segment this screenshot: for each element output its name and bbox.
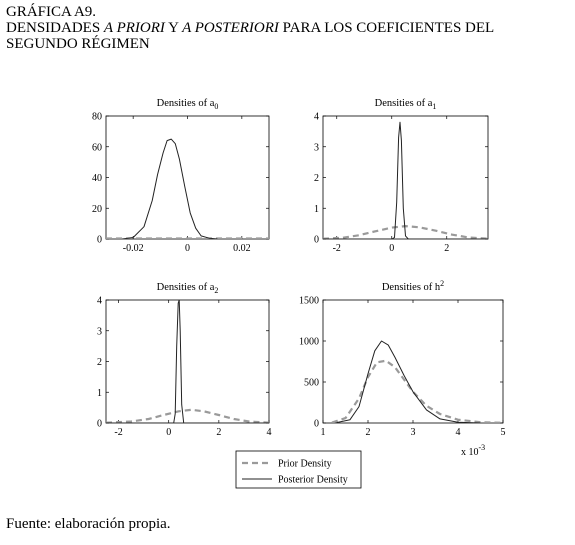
legend-label: Prior Density — [278, 459, 332, 470]
figure-subtitle-part: PARA LOS COEFICIENTES DEL — [278, 20, 495, 36]
figure-subtitle-line2: SEGUNDO RÉGIMEN — [6, 36, 150, 52]
legend-box — [235, 450, 362, 489]
x-tick-label: 2 — [444, 243, 449, 254]
figure-subtitle-part: A PRIORI — [103, 20, 165, 36]
figure-header: GRÁFICA A9. DENSIDADES A PRIORI Y A POST… — [6, 4, 494, 52]
y-tick-label: 60 — [92, 142, 102, 153]
x-tick-label: -0.02 — [123, 243, 144, 254]
plot-frame — [105, 115, 270, 240]
posterior-density-line — [336, 340, 481, 423]
chart-panel: -2 0 2 4 0 1 2 3 4 Densities of a2 — [97, 282, 272, 438]
x-tick-label: 5 — [501, 427, 506, 438]
posterior-density-line — [122, 138, 218, 239]
figure-label: GRÁFICA A9. — [6, 4, 97, 20]
plot-frame — [105, 299, 270, 424]
y-tick-label: 2 — [97, 357, 102, 368]
legend: Prior Density Posterior Density — [235, 450, 362, 489]
chart-title: Densities of h2 — [382, 279, 444, 293]
figure-subtitle-part: Y — [164, 20, 183, 36]
y-tick-label: 1500 — [299, 296, 319, 307]
y-tick-label: 20 — [92, 204, 102, 215]
x-tick-label: 0.02 — [233, 243, 251, 254]
x-tick-label: 4 — [456, 427, 461, 438]
chart-title: Densities of a2 — [157, 282, 219, 295]
y-tick-label: 3 — [314, 142, 319, 153]
x-tick-label: 2 — [216, 427, 221, 438]
posterior-density-line — [106, 300, 269, 423]
figure-subtitle: DENSIDADES A PRIORI Y A POSTERIORI PARA … — [6, 20, 494, 36]
figure-subtitle-part: A POSTERIORI — [182, 20, 279, 36]
x-tick-label: -2 — [333, 243, 341, 254]
y-tick-label: 0 — [314, 235, 319, 246]
plot-frame — [322, 115, 489, 240]
y-tick-label: 0 — [97, 419, 102, 430]
figure-subtitle-part: DENSIDADES — [6, 20, 104, 36]
x-tick-label: 4 — [267, 427, 272, 438]
y-tick-label: 0 — [97, 235, 102, 246]
source-note: Fuente: elaboración propia. — [6, 516, 171, 532]
y-tick-label: 4 — [314, 112, 319, 123]
y-tick-label: 3 — [97, 326, 102, 337]
chart-panel: -0.02 0 0.02 0 20 40 60 80 Densities of a0 — [92, 98, 270, 254]
x-tick-label: 0 — [166, 427, 171, 438]
chart-title: Densities of a1 — [375, 98, 437, 111]
y-tick-label: 1 — [97, 388, 102, 399]
legend-label: Posterior Density — [278, 475, 348, 486]
x-tick-label: 2 — [366, 427, 371, 438]
y-tick-label: 0 — [314, 419, 319, 430]
axis-multiplier: x 10-3 — [461, 443, 485, 458]
x-tick-label: 0 — [185, 243, 190, 254]
y-tick-label: 80 — [92, 112, 102, 123]
y-tick-label: 2 — [314, 173, 319, 184]
prior-density-line — [331, 359, 503, 423]
x-tick-label: 1 — [321, 427, 326, 438]
y-tick-label: 1 — [314, 204, 319, 215]
chart-panel: -2 0 2 0 1 2 3 4 Densities of a1 — [314, 98, 489, 254]
x-tick-label: 0 — [389, 243, 394, 254]
prior-density-line — [323, 225, 488, 239]
x-tick-label: -2 — [114, 427, 122, 438]
y-tick-label: 500 — [304, 378, 319, 389]
x-tick-label: 3 — [411, 427, 416, 438]
y-tick-label: 1000 — [299, 337, 319, 348]
chart-title: Densities of a0 — [157, 98, 219, 111]
posterior-density-line — [323, 121, 488, 239]
chart-panel: 1 2 3 4 5 0 500 1000 1500 Densities of h2 x 10-3 — [299, 279, 506, 458]
y-tick-label: 4 — [97, 296, 102, 307]
y-tick-label: 40 — [92, 173, 102, 184]
plot-frame — [322, 299, 504, 424]
prior-density-line — [106, 408, 269, 423]
